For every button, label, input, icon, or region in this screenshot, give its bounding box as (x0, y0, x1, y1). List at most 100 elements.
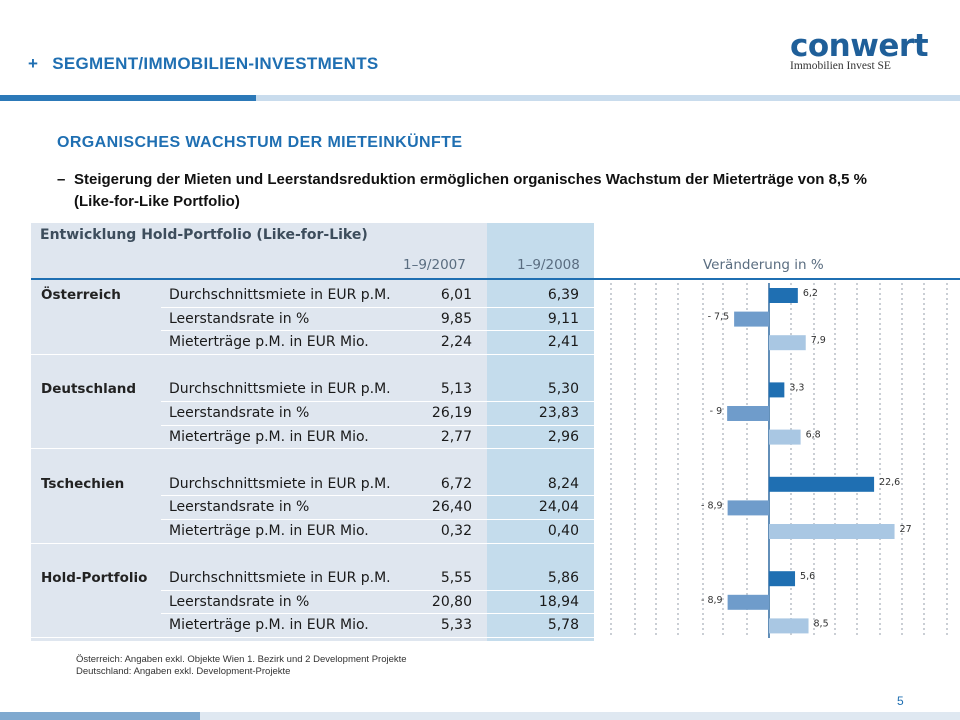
change-label: - 8,9 (701, 595, 723, 606)
table-row: Mieterträge p.M. in EUR Mio. 0,32 0,40 (31, 520, 597, 544)
table-row: Tschechien Durchschnittsmiete in EUR p.M.… (31, 473, 597, 497)
change-bar (727, 500, 769, 516)
metric-label: Durchschnittsmiete in EUR p.M. (169, 475, 391, 492)
value-2008: 24,04 (538, 499, 579, 516)
value-2007: 6,72 (440, 475, 472, 492)
row-divider (31, 542, 597, 544)
change-bar (769, 382, 785, 398)
value-2008: 2,41 (547, 334, 579, 351)
footer-bar (0, 712, 960, 720)
row-divider (161, 306, 597, 308)
table-row: Mieterträge p.M. in EUR Mio. 2,77 2,96 (31, 426, 597, 450)
value-2008: 9,11 (547, 310, 579, 327)
change-bar (769, 429, 801, 445)
row-divider (161, 495, 597, 497)
table-row: Österreich Durchschnittsmiete in EUR p.M.… (31, 284, 597, 308)
table-row: Deutschland Durchschnittsmiete in EUR p.M… (31, 378, 597, 402)
column-2008-background (487, 223, 594, 641)
change-label: 8,5 (814, 618, 829, 629)
value-2007: 5,55 (440, 570, 472, 587)
value-2008: 6,39 (547, 287, 579, 303)
country-label: Österreich (41, 287, 121, 303)
change-bar (727, 594, 769, 610)
bullet-point: – Steigerung der Mieten und Leerstandsre… (57, 169, 907, 213)
column-header-2007: 1–9/2007 (403, 257, 466, 273)
value-2007: 0,32 (440, 523, 472, 539)
change-bar (769, 524, 895, 539)
value-2007: 2,77 (440, 428, 472, 445)
row-divider (161, 330, 597, 332)
table-title: Entwicklung Hold-Portfolio (Like-for-Lik… (40, 227, 368, 243)
change-label: 5,6 (800, 571, 815, 582)
header-rule (31, 278, 960, 280)
row-divider (161, 589, 597, 591)
country-label: Tschechien (41, 475, 125, 492)
change-label: 7,9 (811, 335, 826, 346)
table-row: Mieterträge p.M. in EUR Mio. 2,24 2,41 (31, 331, 597, 355)
change-label: 6,8 (806, 430, 821, 441)
bullet-dash: – (57, 171, 66, 188)
metric-label: Durchschnittsmiete in EUR p.M. (169, 287, 391, 303)
company-logo: conwert Immobilien Invest SE (790, 28, 929, 74)
change-label: - 7,5 (708, 312, 730, 323)
column-header-change: Veränderung in % (703, 257, 824, 273)
metric-label: Leerstandsrate in % (169, 593, 310, 610)
metric-label: Durchschnittsmiete in EUR p.M. (169, 570, 391, 587)
value-2008: 18,94 (538, 593, 579, 610)
value-2007: 5,33 (440, 617, 472, 634)
row-divider (31, 448, 597, 450)
footnote-germany: Deutschland: Angaben exkl. Development-P… (76, 666, 291, 677)
value-2008: 23,83 (538, 405, 579, 421)
metric-label: Mieterträge p.M. in EUR Mio. (169, 428, 369, 445)
change-label: - 8,9 (701, 500, 723, 511)
change-bar (769, 618, 809, 634)
table-row: Leerstandsrate in % 20,80 18,94 (31, 591, 597, 615)
value-2007: 20,80 (431, 593, 472, 610)
row-divider (161, 613, 597, 615)
metric-label: Durchschnittsmiete in EUR p.M. (169, 381, 391, 398)
table-row: Leerstandsrate in % 9,85 9,11 (31, 308, 597, 332)
table-row: Leerstandsrate in % 26,40 24,04 (31, 496, 597, 520)
change-chart-area: 6,2 - 7,5 7,9 3,3 - 9 6,8 22,6 - 8,9 27 5,6 - 8,9 8… (597, 223, 960, 641)
value-2007: 6,01 (440, 287, 472, 303)
change-bar (769, 571, 796, 587)
metric-label: Leerstandsrate in % (169, 499, 310, 516)
value-2008: 5,86 (547, 570, 579, 587)
change-bar (727, 406, 769, 421)
value-2007: 9,85 (440, 310, 472, 327)
metric-label: Mieterträge p.M. in EUR Mio. (169, 334, 369, 351)
change-bar (769, 476, 875, 492)
metric-label: Leerstandsrate in % (169, 310, 310, 327)
value-2007: 26,40 (431, 499, 472, 516)
change-bar (734, 311, 769, 327)
plus-marker: + (28, 54, 39, 73)
change-bar (769, 335, 806, 351)
logo-subtitle: Immobilien Invest SE (790, 60, 891, 72)
change-label: 27 (900, 524, 912, 535)
change-bar (769, 288, 798, 303)
metric-label: Mieterträge p.M. in EUR Mio. (169, 617, 369, 634)
footnote-austria: Österreich: Angaben exkl. Objekte Wien 1… (76, 654, 407, 665)
change-label: 3,3 (789, 382, 804, 393)
header-divider (0, 95, 960, 101)
slide-subtitle: ORGANISCHES WACHSTUM DER MIETEINKÜNFTE (57, 134, 463, 151)
footer-bar-accent (0, 712, 200, 720)
value-2008: 0,40 (547, 523, 579, 539)
table-row: Hold-Portfolio Durchschnittsmiete in EUR … (31, 567, 597, 591)
table-row: Leerstandsrate in % 26,19 23,83 (31, 402, 597, 426)
bullet-text: Steigerung der Mieten und Leerstandsredu… (74, 171, 867, 210)
value-2008: 5,78 (547, 617, 579, 634)
change-bar-chart: 6,2 - 7,5 7,9 3,3 - 9 6,8 22,6 - 8,9 27 5,6 - 8,9 8… (610, 283, 948, 638)
value-2008: 5,30 (547, 381, 579, 398)
row-divider (31, 353, 597, 355)
header-divider-accent (0, 95, 256, 101)
page-number: 5 (897, 694, 904, 708)
row-divider (161, 518, 597, 520)
change-label: - 9 (710, 406, 723, 417)
table-row: Mieterträge p.M. in EUR Mio. 5,33 5,78 (31, 614, 597, 638)
metric-label: Mieterträge p.M. in EUR Mio. (169, 523, 369, 539)
section-title: + SEGMENT/IMMOBILIEN-INVESTMENTS (28, 54, 379, 74)
value-2007: 2,24 (440, 334, 472, 351)
country-label: Hold-Portfolio (41, 570, 148, 587)
logo-wordmark: conwert (790, 28, 929, 64)
